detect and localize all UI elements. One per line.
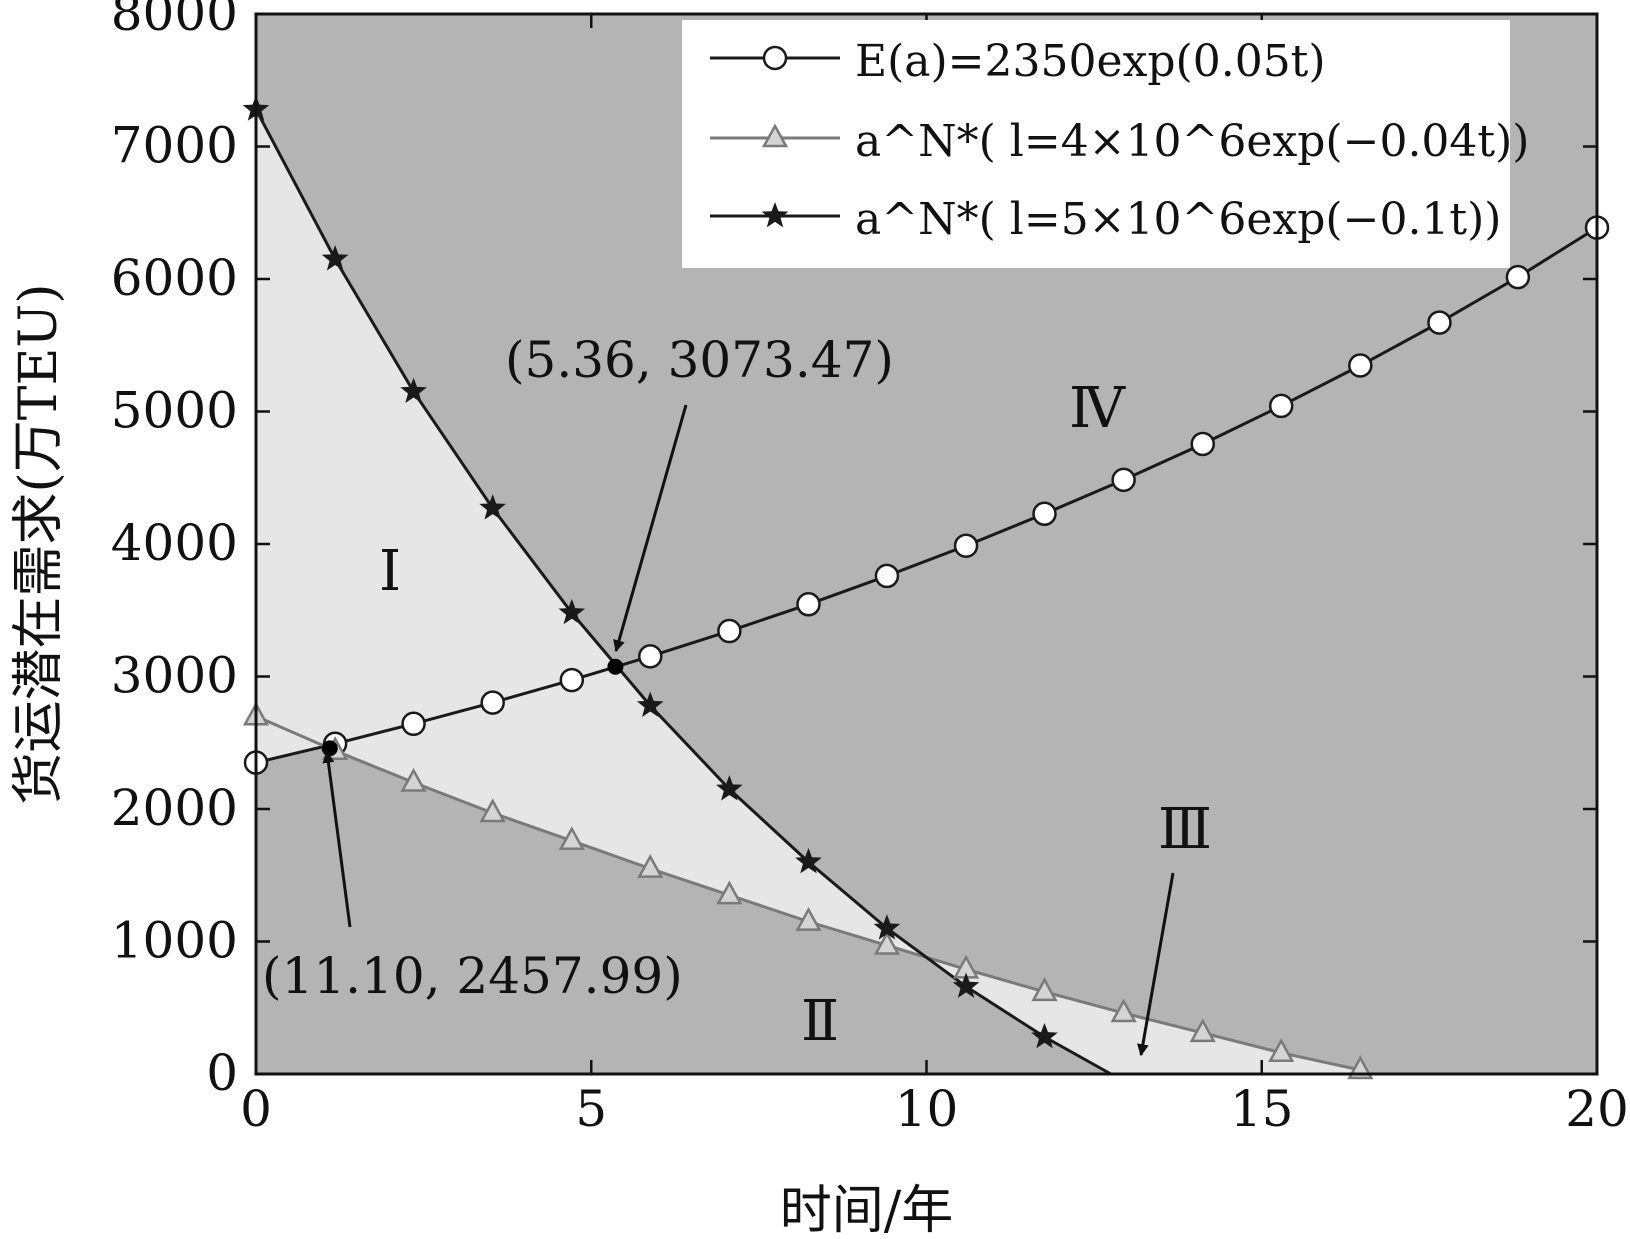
y-tick-label-2: 2000 — [111, 779, 238, 837]
legend-label-0: E(a)=2350exp(0.05t) — [855, 36, 1326, 87]
point-tri-5 — [637, 854, 664, 878]
intersection-point-1 — [321, 740, 338, 757]
region-label-3: Ⅳ — [1069, 376, 1126, 441]
point-e-14 — [1348, 353, 1373, 378]
x-tick-label-4: 20 — [1565, 1080, 1629, 1138]
point-tri-6 — [716, 880, 743, 905]
y-tick-label-7: 7000 — [111, 117, 238, 175]
annotation-label-0: (5.36, 3073.47) — [505, 331, 894, 389]
x-tick-label-1: 5 — [575, 1080, 607, 1138]
legend-marker-2 — [761, 202, 789, 228]
y-tick-label-8: 8000 — [111, 0, 238, 42]
region-1-fill — [256, 109, 616, 763]
point-star-9 — [952, 972, 980, 998]
point-e-4 — [559, 667, 585, 693]
point-star-2 — [400, 377, 427, 403]
point-e-7 — [796, 592, 821, 617]
point-e-15 — [1427, 310, 1452, 335]
point-tri-4 — [558, 826, 585, 851]
y-tick-label-0: 0 — [206, 1044, 238, 1102]
legend-marker-0 — [762, 45, 788, 71]
y-tick-label-3: 3000 — [111, 647, 238, 705]
y-tick-label-5: 5000 — [111, 382, 238, 440]
legend-box — [682, 20, 1510, 268]
series-line-2 — [254, 108, 1112, 1076]
annotation-arrow-0 — [613, 404, 688, 653]
point-tri-8 — [873, 930, 901, 955]
annotation-arrow-1 — [322, 750, 352, 928]
point-tri-2 — [400, 767, 427, 792]
region-label-0: Ⅰ — [379, 539, 401, 604]
point-tri-12 — [1189, 1018, 1216, 1043]
x-tick-label-3: 15 — [1230, 1080, 1294, 1138]
annotation-layer: (5.36, 3073.47) (11.10, 2457.99) Ⅰ Ⅱ Ⅲ Ⅳ — [262, 331, 1212, 1057]
point-star-8 — [873, 914, 901, 940]
point-star-7 — [795, 848, 822, 874]
point-star-1 — [321, 245, 349, 271]
point-e-2 — [401, 711, 426, 737]
point-tri-7 — [795, 907, 822, 931]
point-tri-10 — [1031, 977, 1058, 1002]
x-tick-label-2: 10 — [895, 1080, 959, 1138]
point-star-4 — [558, 598, 586, 625]
annotation-label-1: (11.10, 2457.99) — [262, 947, 683, 1005]
region-label-1: Ⅱ — [801, 989, 839, 1054]
point-star-5 — [636, 691, 664, 717]
point-e-10 — [1032, 501, 1057, 527]
legend-marker-1 — [761, 123, 789, 148]
annotation-arrow-2 — [1136, 872, 1175, 1057]
y-tick-label-1: 1000 — [111, 912, 238, 970]
point-tri-3 — [479, 798, 506, 823]
region-light-middle — [329, 666, 927, 958]
point-e-12 — [1190, 431, 1215, 457]
point-tri-11 — [1110, 998, 1137, 1023]
intersection-point-0 — [607, 658, 624, 675]
legend-label-2: a^N*( l=5×10^6exp(−0.1t)) — [855, 194, 1501, 245]
point-e-6 — [717, 618, 742, 644]
point-e-16 — [1505, 264, 1531, 290]
series-line-0 — [255, 226, 1598, 765]
point-star-10 — [1031, 1022, 1058, 1049]
point-e-8 — [874, 563, 900, 589]
x-axis-label: 时间/年 — [780, 1181, 954, 1239]
y-tick-label-6: 6000 — [111, 249, 238, 307]
point-e-13 — [1268, 393, 1294, 419]
point-tri-13 — [1268, 1038, 1295, 1063]
legend: E(a)=2350exp(0.05t) a^N*( l=4×10^6exp(−0.… — [682, 20, 1529, 268]
point-e-5 — [638, 644, 663, 669]
point-e-3 — [480, 690, 505, 715]
y-tick-label-4: 4000 — [111, 514, 238, 572]
region-label-2: Ⅲ — [1158, 797, 1212, 862]
point-star-3 — [479, 494, 507, 520]
x-tick-label-0: 0 — [240, 1080, 272, 1138]
y-axis-label: 货运潜在需求(万TEU) — [9, 283, 69, 804]
legend-label-1: a^N*( l=4×10^6exp(−0.04t)) — [855, 116, 1529, 167]
point-star-6 — [716, 775, 743, 801]
point-e-9 — [953, 533, 979, 558]
point-e-11 — [1111, 467, 1136, 493]
